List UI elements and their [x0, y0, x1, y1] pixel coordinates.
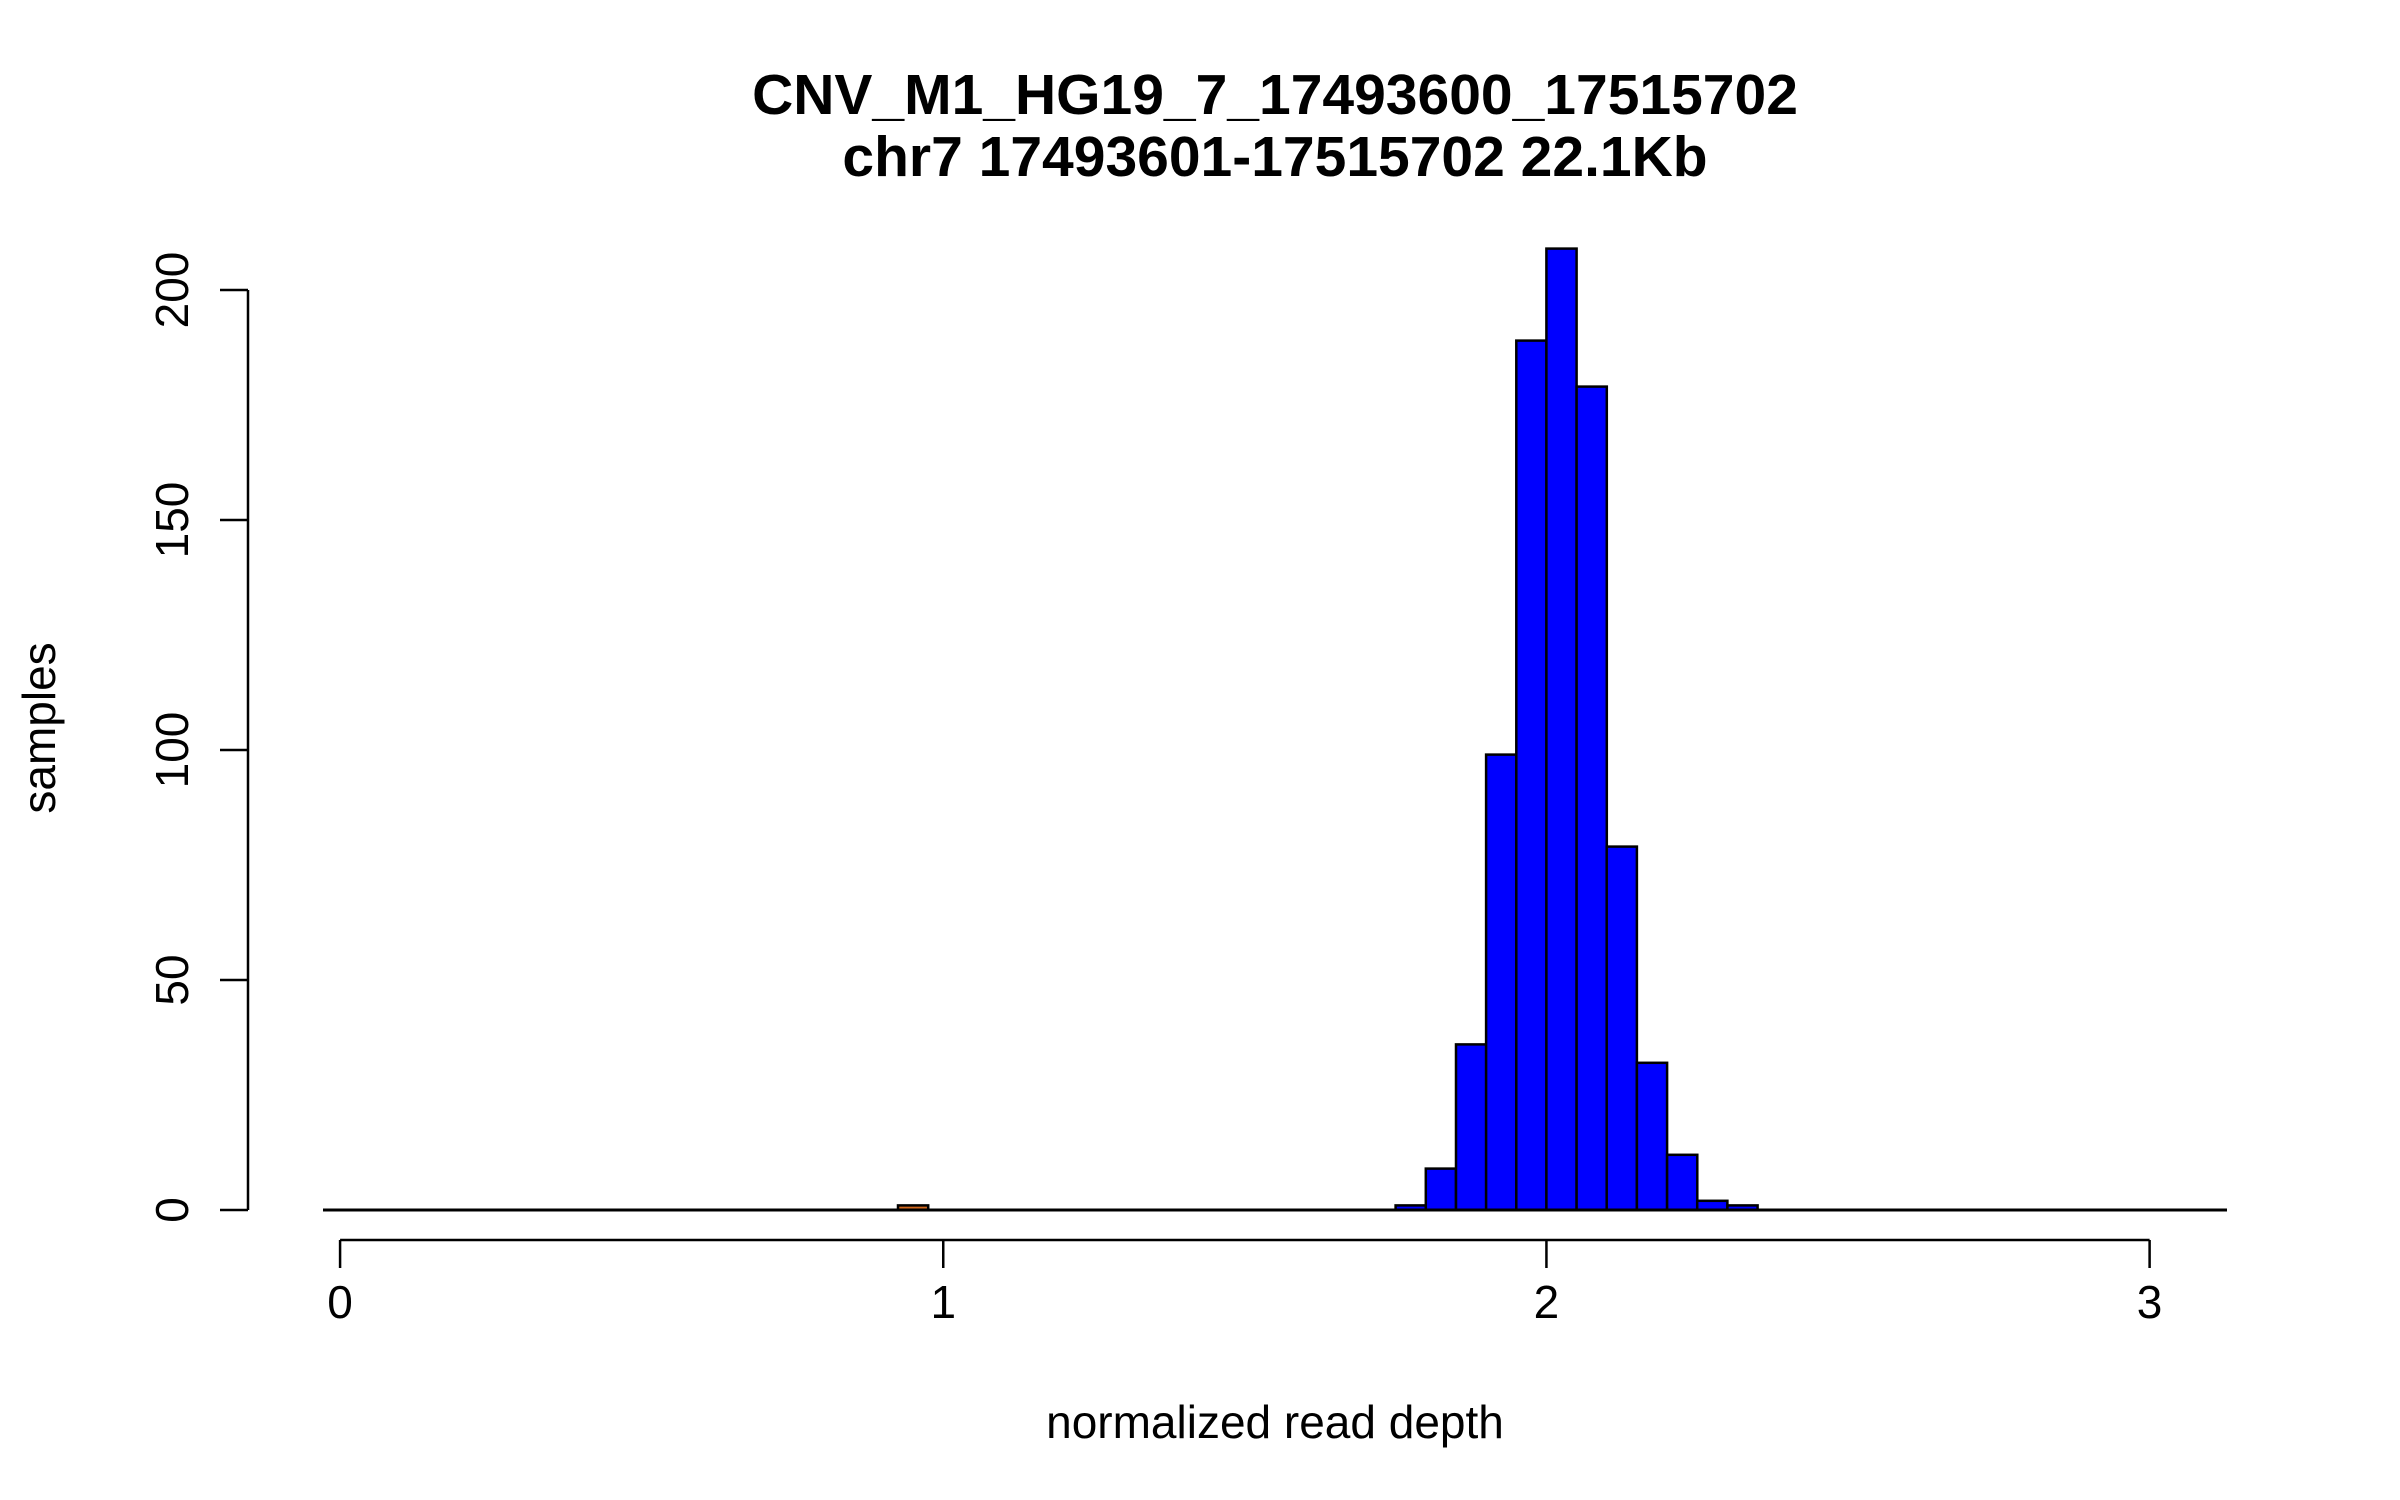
- x-tick-label: 0: [327, 1276, 353, 1328]
- histogram-bar: [1545, 247, 1578, 1212]
- histogram-bars: [896, 247, 1759, 1212]
- histogram-bar: [1515, 339, 1548, 1212]
- x-axis: 0 1 2 3: [327, 1238, 2162, 1328]
- histogram-bar: [1665, 1153, 1699, 1212]
- x-tick-label: 2: [1534, 1276, 1560, 1328]
- histogram-bar: [1575, 385, 1609, 1212]
- histogram-bar: [1424, 1167, 1458, 1212]
- y-axis-ticks: 0 50 100 150 200: [146, 252, 248, 1223]
- x-tick-label: 3: [2137, 1276, 2163, 1328]
- y-tick-label: 150: [146, 482, 198, 559]
- histogram-bar: [1484, 753, 1518, 1212]
- y-tick-label: 100: [146, 712, 198, 789]
- y-axis-label: samples: [13, 642, 65, 813]
- y-tick-label: 50: [146, 954, 198, 1005]
- x-axis-label: normalized read depth: [1046, 1396, 1504, 1448]
- histogram-bar: [1605, 845, 1639, 1212]
- histogram-bar: [1454, 1043, 1488, 1212]
- y-tick-label: 0: [146, 1197, 198, 1223]
- x-axis-ticks: 0 1 2 3: [327, 1240, 2162, 1328]
- y-tick-label: 200: [146, 252, 198, 329]
- chart-title: CNV_M1_HG19_7_17493600_17515702: [752, 63, 1798, 127]
- histogram-bar: [1635, 1061, 1669, 1212]
- y-axis: 0 50 100 150 200: [146, 252, 250, 1223]
- x-tick-label: 1: [930, 1276, 956, 1328]
- chart-subtitle: chr7 17493601-17515702 22.1Kb: [842, 125, 1707, 189]
